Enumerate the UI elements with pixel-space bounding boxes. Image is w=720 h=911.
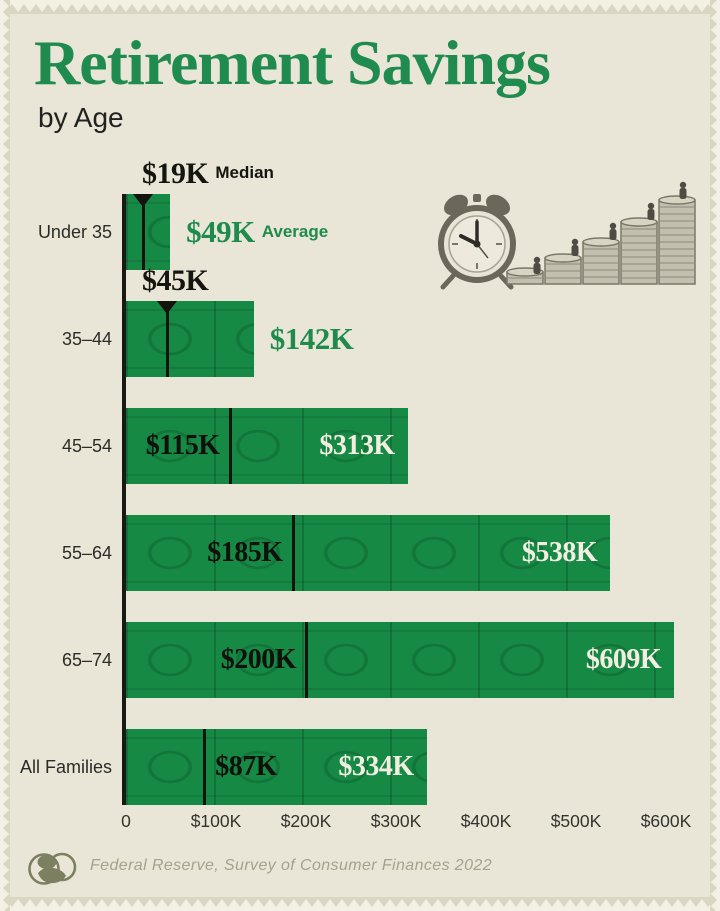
average-amount: $49K: [186, 214, 255, 249]
average-value-label: $334K: [338, 751, 414, 782]
median-value-label: $200K: [220, 644, 297, 675]
chart-row: 45–54 $115K $313K: [0, 408, 720, 484]
chart-row: 55–64 $185K $538K: [0, 515, 720, 591]
source-attribution: Federal Reserve, Survey of Consumer Fina…: [90, 857, 493, 874]
alarm-clock-coins-illustration: [438, 181, 696, 290]
median-value-label: $87K: [215, 751, 278, 782]
median-marker-line: [142, 194, 146, 270]
median-value-label: $185K: [207, 537, 283, 568]
category-label: All Families: [19, 756, 112, 777]
average-amount: $142K: [269, 321, 354, 356]
median-amount: $45K: [142, 264, 209, 297]
x-axis-tick-label: $300K: [370, 811, 422, 831]
median-amount: $19K: [142, 157, 209, 190]
page-title: Retirement Savings: [34, 27, 551, 98]
average-value-label: $609K: [585, 644, 662, 675]
row-plot-area: $115K $313K: [126, 408, 720, 484]
chart-row: All Families $87K $334K: [0, 729, 720, 805]
footer: Federal Reserve, Survey of Consumer Fina…: [0, 843, 720, 895]
category-label: 35–44: [61, 328, 112, 349]
alarm-clock-icon: [438, 194, 516, 290]
median-marker-line: [228, 408, 232, 484]
median-value-label: $45K: [142, 264, 215, 298]
row-plot-area: $19K Median $49K Average: [126, 157, 720, 270]
x-axis-tick-label: $500K: [550, 811, 602, 831]
chart-row: Under 35 $19K Median $49K Average: [0, 157, 720, 270]
row-plot-area: $185K $538K: [126, 515, 720, 591]
page-subtitle: by Age: [38, 102, 124, 133]
bottom-zigzag-edge: [0, 897, 720, 911]
median-marker-line: [305, 622, 308, 698]
category-label: 55–64: [61, 542, 112, 563]
median-marker-triangle: [156, 301, 177, 314]
average-bar: [126, 194, 171, 270]
category-label: 65–74: [61, 649, 112, 670]
x-axis-tick-label: 0: [121, 811, 131, 831]
average-bar: $200K $609K: [126, 622, 675, 698]
row-plot-area: $200K $609K: [126, 622, 720, 698]
left-zigzag-edge: [0, 0, 10, 911]
publisher-logo-icon: [28, 852, 77, 885]
average-value-label: $49K Average: [186, 194, 328, 270]
x-axis-tick-label: $100K: [190, 811, 242, 831]
median-marker-triangle: [133, 194, 154, 207]
x-axis-tick-label: $400K: [460, 811, 512, 831]
median-marker-line: [165, 301, 169, 377]
average-bar: [126, 301, 254, 377]
top-zigzag-edge: [0, 0, 720, 14]
average-bar: $185K $538K: [126, 515, 611, 591]
median-marker-line: [291, 515, 295, 591]
median-suffix-label: Median: [215, 163, 274, 182]
category-label: 45–54: [61, 435, 112, 456]
category-label: Under 35: [37, 221, 112, 242]
average-value-label: $538K: [521, 537, 598, 568]
tiny-figures-icon: [533, 181, 687, 274]
row-plot-area: $87K $334K: [126, 729, 720, 805]
bar-chart: Under 35 $19K Median $49K Average 35–44: [0, 157, 720, 854]
chart-row: 65–74 $200K $609K: [0, 622, 720, 698]
average-bar: $115K $313K: [126, 408, 408, 484]
x-axis-tick-label: $200K: [280, 811, 332, 831]
coin-stacks-icon: [506, 181, 696, 285]
x-axis-tick-label: $600K: [640, 811, 692, 831]
chart-row: 35–44 $45K $142K: [0, 264, 720, 377]
average-suffix-label: Average: [261, 222, 329, 241]
x-axis-ticks: 0 $100K $200K $300K $400K $500K $600K: [121, 811, 720, 835]
median-value-label: $19K Median: [142, 157, 274, 191]
median-marker-line: [203, 729, 207, 805]
average-value-label: $313K: [319, 430, 395, 461]
median-value-label: $115K: [145, 430, 220, 461]
y-axis-line: [122, 194, 126, 805]
average-bar: $87K $334K: [126, 729, 427, 805]
right-zigzag-edge: [710, 0, 720, 911]
row-plot-area: $45K $142K: [126, 264, 720, 377]
average-value-label: $142K: [270, 301, 361, 377]
